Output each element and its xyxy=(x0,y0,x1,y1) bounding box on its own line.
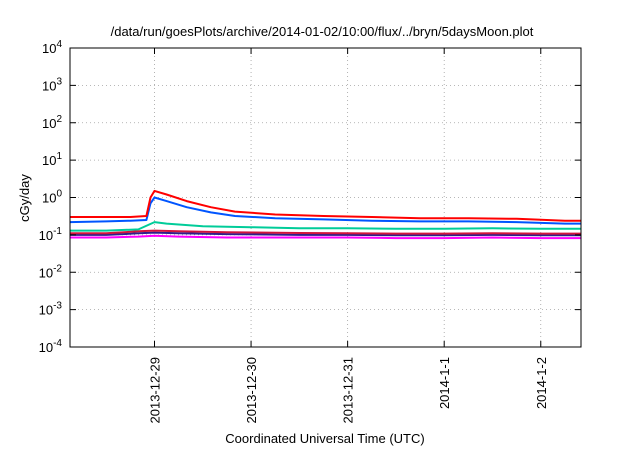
grid-layer xyxy=(70,48,581,347)
series-line xyxy=(70,231,581,237)
y-axis-label: cGy/day xyxy=(17,174,32,222)
chart-title: /data/run/goesPlots/archive/2014-01-02/1… xyxy=(111,24,534,39)
y-tick-label: 10-3 xyxy=(39,301,63,318)
y-tick-label: 104 xyxy=(42,39,62,56)
y-tick-label: 101 xyxy=(42,151,62,168)
x-tick-label: 2013-12-30 xyxy=(244,357,259,424)
y-tick-label: 10-2 xyxy=(39,263,63,280)
series-line xyxy=(70,189,581,222)
series-line xyxy=(69,196,581,225)
y-tick-label: 10-4 xyxy=(39,338,63,355)
y-tick-label: 103 xyxy=(42,76,62,93)
x-tick-label: 2014-1-1 xyxy=(437,357,452,409)
y-tick-label: 10-1 xyxy=(39,226,63,243)
x-tick-label: 2013-12-29 xyxy=(147,357,162,424)
x-tick-label: 2014-1-2 xyxy=(534,357,549,409)
x-tick-label: 2013-12-31 xyxy=(341,357,356,424)
series-line xyxy=(70,229,581,235)
series-line xyxy=(70,234,581,240)
x-axis-label: Coordinated Universal Time (UTC) xyxy=(225,431,424,446)
series-line xyxy=(70,221,581,232)
series-layer xyxy=(69,189,581,240)
axes-layer: 10-4 10-3 10-2 10-1 100 101 102 103 104 2013-12-2… xyxy=(39,39,582,424)
y-tick-label: 102 xyxy=(42,114,62,131)
plot-frame xyxy=(69,47,582,348)
y-tick-label: 100 xyxy=(42,189,62,206)
